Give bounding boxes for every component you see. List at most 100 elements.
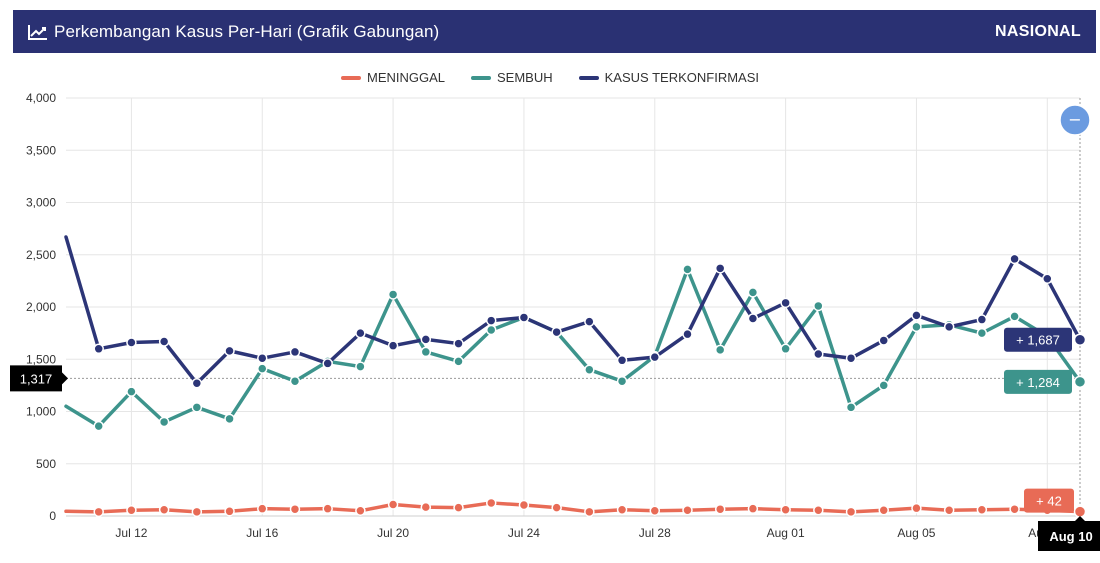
- data-point-meninggal[interactable]: [322, 503, 333, 514]
- data-point-meninggal[interactable]: [1073, 505, 1087, 518]
- data-point-terkonfirmasi[interactable]: [420, 334, 432, 345]
- data-point-terkonfirmasi[interactable]: [224, 345, 235, 357]
- data-point-meninggal[interactable]: [224, 506, 235, 517]
- series-line-meninggal[interactable]: [64, 501, 1082, 514]
- data-point-meninggal[interactable]: [551, 502, 562, 513]
- data-point-terkonfirmasi[interactable]: [1042, 273, 1053, 285]
- data-point-terkonfirmasi[interactable]: [943, 321, 955, 333]
- data-point-sembuh[interactable]: [813, 300, 824, 312]
- data-point-meninggal[interactable]: [420, 501, 432, 513]
- end-label-meninggal: + 42: [1036, 494, 1062, 509]
- data-point-meninggal[interactable]: [616, 504, 628, 515]
- data-point-meninggal[interactable]: [289, 503, 301, 515]
- data-point-sembuh[interactable]: [224, 413, 235, 425]
- data-point-meninggal[interactable]: [682, 505, 693, 516]
- data-point-meninggal[interactable]: [813, 505, 824, 516]
- data-point-sembuh[interactable]: [93, 420, 104, 432]
- data-point-terkonfirmasi[interactable]: [1009, 253, 1020, 265]
- data-point-sembuh[interactable]: [387, 289, 399, 300]
- data-point-meninggal[interactable]: [845, 506, 857, 518]
- data-point-terkonfirmasi[interactable]: [93, 343, 104, 355]
- data-point-meninggal[interactable]: [584, 506, 595, 518]
- data-point-meninggal[interactable]: [1009, 503, 1020, 515]
- data-point-meninggal[interactable]: [714, 503, 726, 515]
- data-point-sembuh[interactable]: [878, 380, 889, 391]
- data-point-meninggal[interactable]: [387, 499, 399, 510]
- legend-item-terkonfirmasi[interactable]: KASUS TERKONFIRMASI: [578, 70, 759, 85]
- data-point-meninggal[interactable]: [93, 506, 104, 518]
- data-point-sembuh[interactable]: [158, 416, 170, 428]
- data-point-sembuh[interactable]: [911, 321, 922, 333]
- data-point-sembuh[interactable]: [845, 402, 857, 413]
- data-point-meninggal[interactable]: [747, 503, 759, 514]
- data-point-sembuh[interactable]: [616, 375, 628, 387]
- data-point-terkonfirmasi[interactable]: [911, 310, 922, 321]
- data-point-meninggal[interactable]: [911, 502, 922, 514]
- data-point-meninggal[interactable]: [943, 505, 955, 516]
- data-point-meninggal[interactable]: [878, 505, 889, 516]
- data-point-sembuh[interactable]: [453, 356, 464, 367]
- data-point-meninggal[interactable]: [518, 499, 530, 511]
- data-point-terkonfirmasi[interactable]: [780, 297, 791, 309]
- data-point-meninggal[interactable]: [191, 506, 203, 518]
- data-point-meninggal[interactable]: [649, 505, 661, 517]
- data-point-terkonfirmasi[interactable]: [649, 351, 661, 363]
- scope-label[interactable]: NASIONAL: [995, 22, 1081, 40]
- data-point-terkonfirmasi[interactable]: [813, 348, 824, 360]
- zoom-reset-button[interactable]: [1059, 104, 1091, 136]
- y-tick-label: 1,500: [26, 352, 56, 366]
- series-line-terkonfirmasi[interactable]: [64, 235, 1082, 386]
- data-point-terkonfirmasi[interactable]: [453, 338, 464, 349]
- legend-item-sembuh[interactable]: SEMBUH: [471, 70, 553, 85]
- data-point-terkonfirmasi[interactable]: [976, 314, 988, 325]
- data-point-meninggal[interactable]: [976, 504, 988, 515]
- data-point-sembuh[interactable]: [289, 375, 301, 387]
- data-point-meninggal[interactable]: [158, 504, 170, 515]
- data-point-sembuh[interactable]: [355, 361, 366, 372]
- data-point-terkonfirmasi[interactable]: [714, 263, 726, 274]
- legend-label-meninggal: MENINGGAL: [367, 70, 446, 85]
- chart-header: Perkembangan Kasus Per-Hari (Grafik Gabu…: [13, 10, 1096, 53]
- data-point-terkonfirmasi[interactable]: [518, 312, 530, 323]
- data-point-terkonfirmasi[interactable]: [878, 335, 889, 346]
- data-point-meninggal[interactable]: [355, 505, 366, 517]
- data-point-terkonfirmasi[interactable]: [289, 346, 301, 358]
- data-point-terkonfirmasi[interactable]: [322, 358, 333, 369]
- data-point-terkonfirmasi[interactable]: [551, 326, 562, 338]
- data-point-sembuh[interactable]: [420, 346, 432, 358]
- data-point-sembuh[interactable]: [714, 344, 726, 356]
- data-point-sembuh[interactable]: [976, 327, 988, 339]
- data-point-sembuh[interactable]: [584, 364, 595, 375]
- series-line-sembuh[interactable]: [64, 267, 1082, 428]
- data-point-terkonfirmasi[interactable]: [584, 316, 595, 327]
- data-point-terkonfirmasi[interactable]: [682, 328, 693, 340]
- data-point-terkonfirmasi[interactable]: [355, 327, 366, 339]
- data-point-sembuh[interactable]: [257, 363, 268, 374]
- data-point-sembuh[interactable]: [747, 287, 759, 298]
- data-point-terkonfirmasi[interactable]: [1073, 333, 1087, 346]
- data-point-sembuh[interactable]: [191, 402, 203, 413]
- data-point-sembuh[interactable]: [1009, 311, 1020, 322]
- data-point-sembuh[interactable]: [1073, 375, 1087, 389]
- data-point-sembuh[interactable]: [126, 386, 137, 397]
- data-point-terkonfirmasi[interactable]: [747, 313, 759, 324]
- data-point-meninggal[interactable]: [780, 504, 791, 515]
- data-point-meninggal[interactable]: [453, 502, 464, 513]
- data-point-terkonfirmasi[interactable]: [126, 337, 137, 348]
- data-point-terkonfirmasi[interactable]: [191, 378, 203, 389]
- data-point-sembuh[interactable]: [485, 324, 497, 336]
- data-point-meninggal[interactable]: [485, 497, 497, 509]
- data-point-meninggal[interactable]: [257, 503, 268, 514]
- data-point-sembuh[interactable]: [682, 264, 693, 275]
- data-point-terkonfirmasi[interactable]: [387, 340, 399, 351]
- data-point-meninggal[interactable]: [126, 505, 137, 516]
- data-point-terkonfirmasi[interactable]: [158, 336, 170, 347]
- data-point-terkonfirmasi[interactable]: [616, 355, 628, 366]
- data-point-terkonfirmasi[interactable]: [845, 352, 857, 364]
- legend-item-meninggal[interactable]: MENINGGAL: [341, 70, 445, 85]
- data-point-terkonfirmasi[interactable]: [485, 315, 497, 326]
- data-point-terkonfirmasi[interactable]: [257, 352, 268, 364]
- legend-label-sembuh: SEMBUH: [497, 70, 553, 85]
- data-point-sembuh[interactable]: [780, 343, 791, 355]
